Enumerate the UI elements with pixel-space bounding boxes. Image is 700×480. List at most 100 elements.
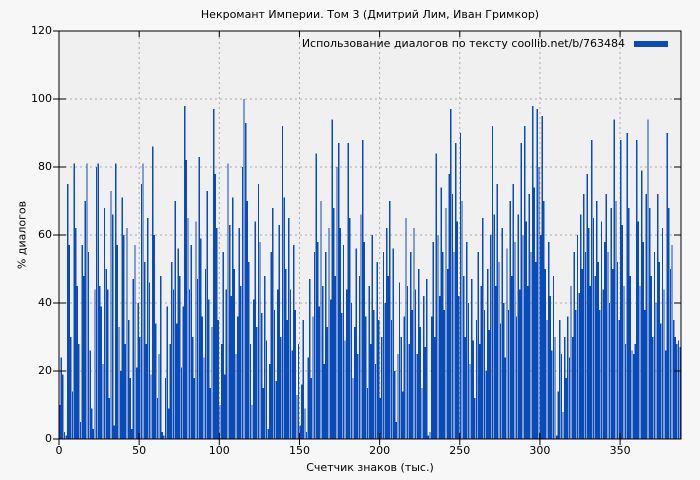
impulse-bar [589, 286, 591, 439]
impulse-bar [169, 343, 171, 439]
impulse-bar [243, 99, 245, 439]
impulse-bar [71, 391, 74, 439]
impulse-bar [642, 241, 644, 439]
impulse-bar [345, 289, 348, 439]
impulse-bar [244, 122, 247, 440]
impulse-bar [677, 340, 680, 439]
impulse-bar [448, 173, 450, 440]
impulse-bar [451, 194, 454, 439]
x-tick-label: 0 [55, 444, 63, 457]
impulse-bar [376, 262, 378, 439]
impulse-bar [666, 133, 668, 439]
impulse-bar [438, 296, 441, 439]
impulse-bar [557, 391, 559, 439]
impulse-bar [301, 384, 303, 439]
impulse-bar [220, 343, 223, 439]
impulse-bar [277, 289, 279, 439]
impulse-bar [177, 248, 179, 439]
impulse-bar [134, 245, 136, 439]
impulse-bar [576, 235, 579, 439]
impulse-bar [652, 337, 654, 439]
impulse-bar [107, 289, 109, 439]
legend-swatch [634, 40, 668, 47]
y-tick-label: 0 [45, 432, 52, 445]
impulse-bar [339, 228, 341, 439]
impulse-bar [418, 269, 420, 439]
impulse-bar [531, 105, 534, 440]
impulse-bar [296, 394, 298, 439]
impulse-bar [378, 320, 380, 439]
impulse-bar [262, 388, 264, 439]
impulse-bar [435, 153, 438, 439]
impulse-bar [283, 197, 285, 439]
x-tick-label: 150 [288, 444, 310, 457]
impulse-bar [232, 197, 234, 439]
impulse-bar [166, 306, 168, 439]
impulse-bar [256, 326, 258, 439]
y-tick-label: 80 [38, 160, 52, 173]
impulse-bar [307, 357, 309, 439]
impulse-bar [204, 269, 207, 439]
impulse-bar [285, 269, 287, 439]
impulse-bar [373, 309, 375, 439]
impulse-bar [127, 320, 130, 439]
impulse-bar [328, 228, 330, 439]
impulse-bar [123, 235, 125, 439]
impulse-bar [530, 252, 532, 439]
impulse-bar [496, 184, 498, 439]
impulse-bar [97, 163, 99, 439]
impulse-bar [83, 275, 85, 439]
impulse-bar [208, 299, 210, 439]
impulse-bar [596, 201, 598, 439]
impulse-bar [454, 143, 457, 439]
impulse-bar [522, 235, 524, 439]
impulse-bar [390, 320, 393, 439]
impulse-bar [365, 316, 367, 439]
impulse-bar [645, 194, 648, 439]
impulse-bar [164, 377, 167, 439]
impulse-bar [620, 139, 622, 440]
impulse-bar [386, 228, 388, 439]
impulse-bar [648, 207, 651, 439]
impulse-bar [432, 241, 434, 439]
impulse-bar [132, 279, 135, 439]
impulse-bar [326, 326, 329, 439]
impulse-bar [349, 218, 351, 439]
impulse-bar [155, 323, 157, 439]
impulse-bar [621, 224, 624, 439]
impulse-bar [321, 286, 324, 439]
impulse-bar [151, 146, 154, 439]
impulse-bar [459, 133, 462, 439]
impulse-bar [225, 289, 228, 439]
impulse-bar [145, 343, 147, 439]
impulse-bar [59, 405, 61, 439]
impulse-bar [115, 163, 117, 439]
impulse-bar [108, 398, 111, 439]
impulse-bar [672, 320, 675, 439]
impulse-bar [616, 262, 619, 439]
impulse-bar [78, 343, 80, 439]
x-tick-label: 350 [609, 444, 631, 457]
impulse-bar [498, 262, 500, 439]
impulse-bar [217, 320, 220, 439]
impulse-bar [89, 350, 91, 439]
impulse-bar [350, 303, 353, 439]
impulse-bar [238, 228, 240, 439]
impulse-bar [337, 143, 340, 439]
y-tick-label: 40 [38, 296, 52, 309]
impulse-bar [171, 262, 173, 439]
impulse-bar [479, 343, 481, 439]
impulse-bar [660, 323, 662, 439]
impulse-bar [179, 275, 181, 439]
impulse-bar [533, 187, 535, 439]
impulse-bar [317, 241, 319, 439]
impulse-bar [358, 275, 361, 439]
impulse-bar [246, 201, 248, 439]
impulse-bar [538, 167, 540, 439]
impulse-bar [509, 201, 511, 439]
impulse-bar [470, 279, 473, 439]
impulse-bar [103, 207, 106, 439]
impulse-bar [474, 398, 476, 439]
impulse-bar [371, 235, 373, 439]
